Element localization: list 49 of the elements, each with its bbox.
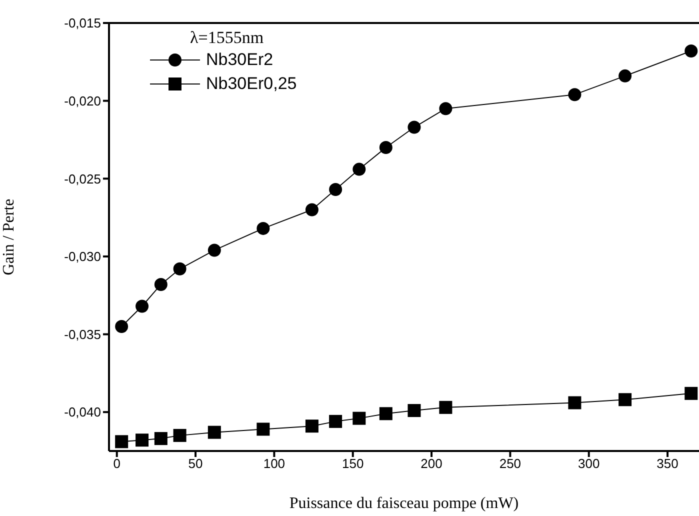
- point: [618, 69, 632, 82]
- point: [352, 412, 366, 425]
- point: [115, 320, 128, 333]
- point: [136, 434, 149, 447]
- point: [208, 426, 221, 439]
- legend-title: λ=1555nm: [190, 28, 265, 48]
- x-tick-label: 150: [342, 456, 364, 472]
- point: [256, 422, 270, 436]
- point: [136, 300, 149, 313]
- point: [684, 44, 698, 58]
- point: [256, 222, 270, 235]
- x-tick-label: 100: [263, 456, 286, 472]
- point: [379, 141, 392, 154]
- point: [408, 120, 421, 134]
- point: [684, 386, 698, 400]
- x-tick-label: 0: [113, 456, 120, 472]
- x-tick-label: 200: [420, 456, 442, 472]
- x-axis-title: Puissance du faisceau pompe (mW): [289, 495, 519, 512]
- point: [439, 400, 452, 414]
- point: [379, 407, 392, 420]
- legend-label: Nb30Er0,25: [206, 74, 297, 94]
- point: [329, 183, 342, 196]
- point: [568, 396, 582, 410]
- point: [305, 203, 318, 216]
- point: [408, 404, 421, 418]
- y-tick-label: -0,015: [64, 16, 101, 31]
- point: [329, 414, 342, 428]
- point: [305, 420, 318, 433]
- point: [439, 102, 452, 116]
- x-tick-label: 50: [188, 456, 203, 472]
- y-axis-title: Gain / Perte: [0, 198, 18, 276]
- y-tick-label: -0,035: [64, 326, 101, 342]
- point: [154, 432, 168, 446]
- y-tick-label: -0,020: [64, 93, 101, 108]
- y-tick-label: -0,030: [64, 249, 101, 264]
- x-tick-label: 300: [578, 456, 600, 472]
- x-tick-label: 250: [499, 456, 522, 472]
- point: [568, 88, 582, 102]
- point: [208, 244, 221, 257]
- point: [154, 278, 168, 291]
- y-tick-label: -0,025: [64, 171, 101, 186]
- point: [618, 393, 632, 406]
- legend-label: Nb30Er2: [206, 50, 274, 70]
- point: [352, 162, 366, 176]
- point: [173, 428, 186, 442]
- point: [173, 262, 186, 276]
- y-tick-label: -0,040: [64, 404, 101, 420]
- x-tick-label: 350: [656, 456, 678, 472]
- point: [115, 435, 128, 448]
